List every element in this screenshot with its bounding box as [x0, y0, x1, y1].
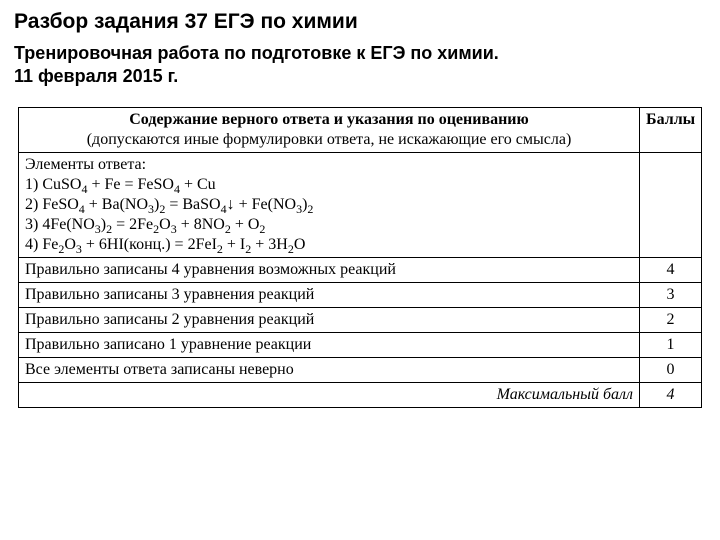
answer-row: Элементы ответа:1) CuSO4 + Fe = FeSO4 + …: [19, 152, 702, 257]
criteria-row: Все элементы ответа записаны неверно0: [19, 357, 702, 382]
scoring-table: Содержание верного ответа и указания по …: [18, 107, 702, 408]
max-label: Максимальный балл: [19, 382, 640, 407]
criteria-text: Правильно записано 1 уравнение реакции: [19, 332, 640, 357]
table-header-row: Содержание верного ответа и указания по …: [19, 107, 702, 152]
page-title: Разбор задания 37 ЕГЭ по химии: [14, 10, 706, 34]
criteria-points: 4: [640, 257, 702, 282]
criteria-text: Правильно записаны 2 уравнения реакций: [19, 307, 640, 332]
equation-line: 3) 4Fe(NO3)2 = 2Fe2O3 + 8NO2 + O2: [25, 215, 633, 235]
header-points: Баллы: [640, 107, 702, 152]
subtitle-line2: 11 февраля 2015 г.: [14, 66, 178, 86]
criteria-text: Все элементы ответа записаны неверно: [19, 357, 640, 382]
equation-line: 1) CuSO4 + Fe = FeSO4 + Cu: [25, 175, 633, 195]
answer-points-cell: [640, 152, 702, 257]
equation-line: 2) FeSO4 + Ba(NO3)2 = BaSO4↓ + Fe(NO3)2: [25, 195, 633, 215]
max-row: Максимальный балл 4: [19, 382, 702, 407]
criteria-points: 1: [640, 332, 702, 357]
header-main: Содержание верного ответа и указания по …: [19, 107, 640, 152]
answer-intro: Элементы ответа:: [25, 155, 633, 175]
criteria-row: Правильно записаны 2 уравнения реакций2: [19, 307, 702, 332]
subtitle-line1: Тренировочная работа по подготовке к ЕГЭ…: [14, 43, 499, 63]
header-main-bold: Содержание верного ответа и указания по …: [129, 111, 529, 128]
page-subtitle: Тренировочная работа по подготовке к ЕГЭ…: [14, 42, 706, 89]
criteria-row: Правильно записаны 4 уравнения возможных…: [19, 257, 702, 282]
criteria-text: Правильно записаны 4 уравнения возможных…: [19, 257, 640, 282]
criteria-points: 0: [640, 357, 702, 382]
max-points: 4: [640, 382, 702, 407]
criteria-text: Правильно записаны 3 уравнения реакций: [19, 282, 640, 307]
criteria-row: Правильно записаны 3 уравнения реакций3: [19, 282, 702, 307]
equation-line: 4) Fe2O3 + 6HI(конц.) = 2FeI2 + I2 + 3H2…: [25, 235, 633, 255]
header-main-note: (допускаются иные формулировки ответа, н…: [87, 131, 572, 148]
criteria-points: 3: [640, 282, 702, 307]
answer-cell: Элементы ответа:1) CuSO4 + Fe = FeSO4 + …: [19, 152, 640, 257]
criteria-points: 2: [640, 307, 702, 332]
criteria-row: Правильно записано 1 уравнение реакции1: [19, 332, 702, 357]
